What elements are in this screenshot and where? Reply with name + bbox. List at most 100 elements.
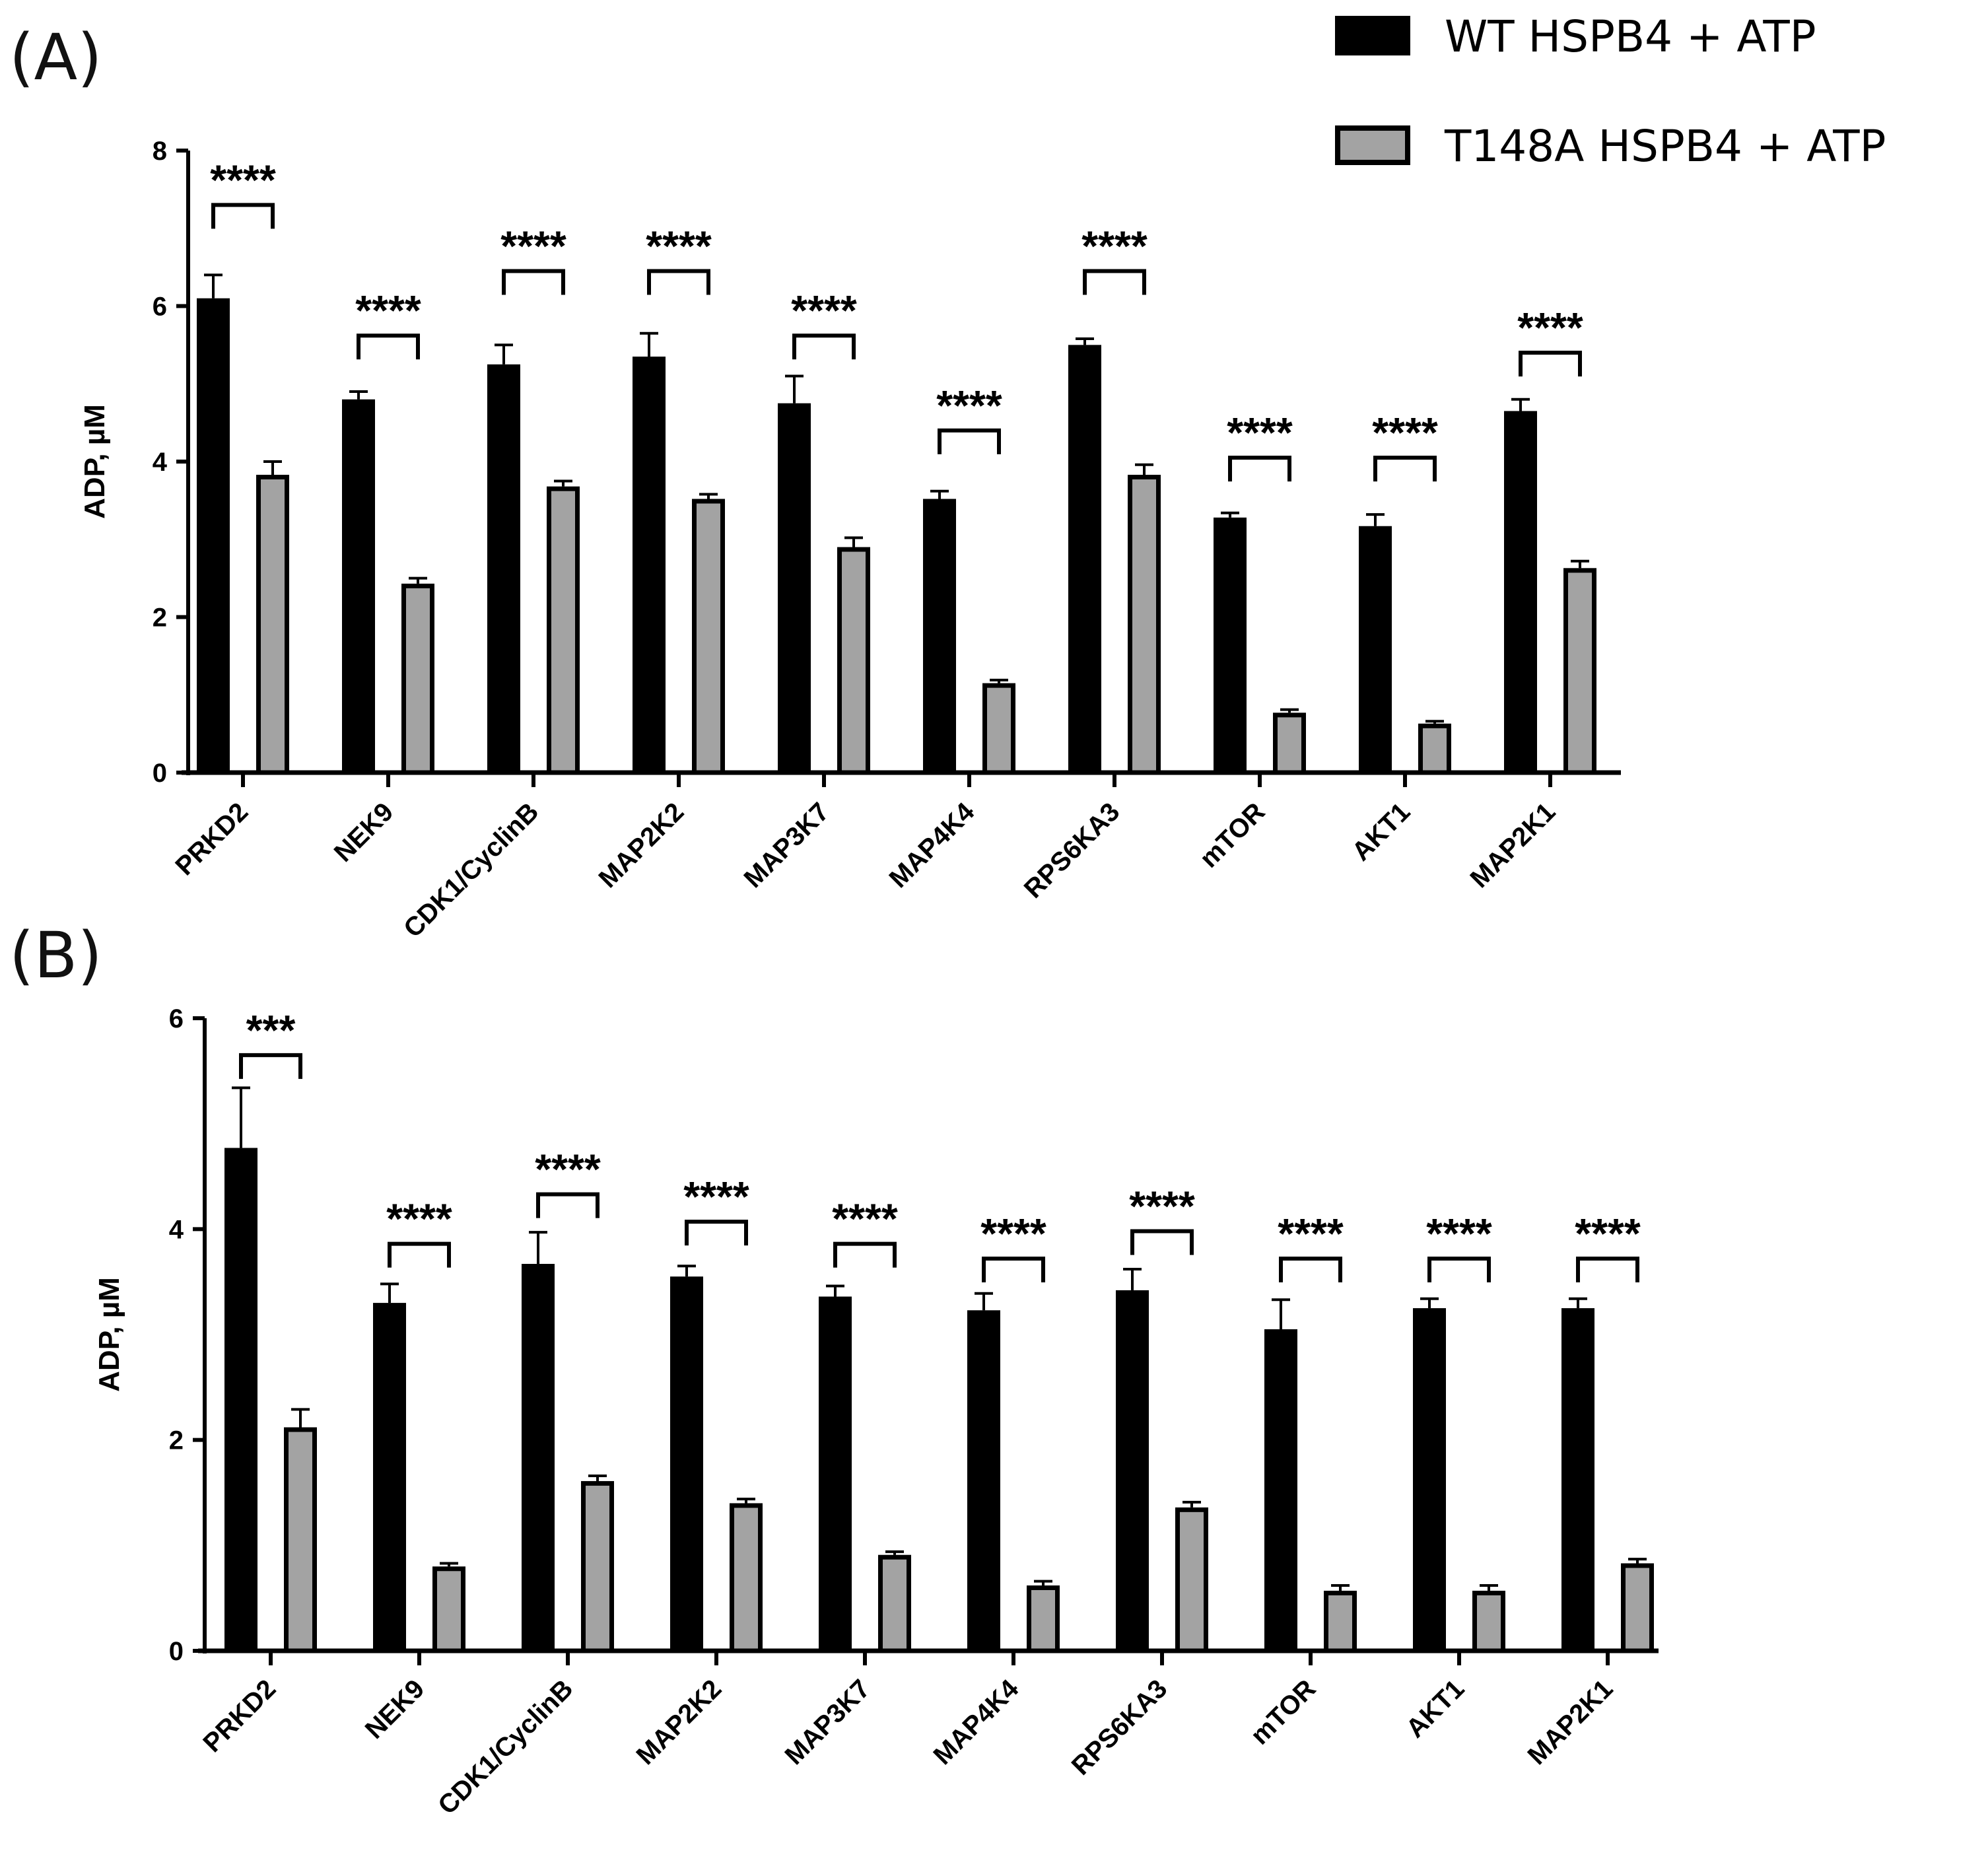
panel-b-bar-t148a xyxy=(878,1554,911,1653)
panel-a-bar-t148a xyxy=(1418,723,1451,775)
panel-a-bar-wt xyxy=(487,364,520,773)
panel-b-significance-bracket xyxy=(388,1241,451,1268)
panel-a-significance-bracket xyxy=(1373,456,1437,482)
panel-b-significance-bracket xyxy=(982,1257,1045,1283)
panel-b-bar-t148a xyxy=(581,1480,614,1653)
legend-label-wt: WT HSPB4 + ATP xyxy=(1445,11,1816,62)
panel-b-bar-wt xyxy=(1413,1308,1446,1651)
panel-a-bar-wt xyxy=(1068,345,1101,773)
panel-b-significance-label: *** xyxy=(246,1006,296,1054)
panel-a-bar-wt xyxy=(633,357,666,773)
panel-a-significance-label: **** xyxy=(500,223,566,270)
panel-b-significance-bracket xyxy=(1576,1257,1639,1283)
panel-a-significance-label: **** xyxy=(355,287,421,334)
panel-b-bar-wt xyxy=(819,1296,852,1651)
panel-a-category-label: MAP3K7 xyxy=(739,797,835,893)
panel-a-significance-bracket xyxy=(647,269,710,295)
panel-a-significance-label: **** xyxy=(791,287,857,334)
panel-b-bar-wt xyxy=(1561,1308,1594,1651)
panel-a-significance-bracket xyxy=(357,333,420,360)
panel-a-bar-t148a xyxy=(256,475,289,775)
panel-b-y-tick-label: 2 xyxy=(169,1426,184,1455)
panel-b-category-label: AKT1 xyxy=(1400,1674,1470,1743)
panel-a-y-tick-label: 0 xyxy=(153,759,167,788)
panel-b-bar-wt xyxy=(670,1276,703,1651)
panel-b-significance-label: **** xyxy=(386,1195,452,1243)
legend-label-t148a: T148A HSPB4 + ATP xyxy=(1444,121,1886,172)
panel-b-bar-t148a xyxy=(1175,1507,1208,1653)
panel-b-bar-wt xyxy=(224,1148,257,1651)
panel-b-significance-bracket xyxy=(1279,1257,1342,1283)
panel-a-significance-label: **** xyxy=(936,382,1002,429)
panel-b-bar-t148a xyxy=(432,1566,465,1653)
panel-b-significance-bracket xyxy=(1130,1229,1194,1255)
panel-a-significance-label: **** xyxy=(1081,223,1148,270)
panel-a-significance-bracket xyxy=(1519,351,1582,377)
panel-b-significance-label: **** xyxy=(683,1173,749,1220)
panel-a-significance-bracket xyxy=(1083,269,1146,295)
panel-a-significance-bracket xyxy=(792,333,856,360)
panel-b-category-label: MAP2K2 xyxy=(631,1674,728,1770)
panel-b-bar-wt xyxy=(1264,1329,1297,1651)
panel-b-category-label: MAP4K4 xyxy=(928,1674,1025,1770)
panel-a-category-label: mTOR xyxy=(1194,797,1271,874)
panel-a-bar-t148a xyxy=(837,547,870,775)
panel-a-bar-t148a xyxy=(1128,475,1161,775)
panel-b-significance-label: **** xyxy=(1278,1210,1344,1257)
panel-a-bar-wt xyxy=(1214,517,1247,773)
panel-a-significance-bracket xyxy=(938,428,1001,454)
panel-a-bar-t148a xyxy=(1563,568,1596,775)
panel-b-category-label: CDK1/CyclinB xyxy=(432,1674,578,1820)
panel-a-significance-bracket xyxy=(211,203,275,229)
panel-b-bar-wt xyxy=(522,1264,555,1651)
panel-b-bar-t148a xyxy=(284,1427,317,1653)
panel-a-category-label: RPS6KA3 xyxy=(1019,797,1126,904)
panel-b-category-label: MAP3K7 xyxy=(780,1674,876,1770)
panel-b-significance-bracket xyxy=(1427,1257,1491,1283)
panel-a-category-label: NEK9 xyxy=(329,797,399,868)
panel-a-significance-label: **** xyxy=(1372,409,1438,456)
panel-b-significance-label: **** xyxy=(980,1210,1046,1257)
panel-a-bar-wt xyxy=(197,298,230,773)
panel-a-bar-t148a xyxy=(692,499,725,775)
panel-b-label: (B) xyxy=(9,919,102,992)
panel-b-bar-wt xyxy=(967,1310,1000,1651)
panel-a-category-label: MAP2K2 xyxy=(594,797,690,893)
panel-b-significance-label: **** xyxy=(1426,1210,1492,1257)
legend: WT HSPB4 + ATP T148A HSPB4 + ATP xyxy=(1335,11,1886,172)
panel-b-bar-t148a xyxy=(1621,1563,1654,1653)
panel-b-bar-wt xyxy=(373,1303,406,1651)
panel-a-bar-t148a xyxy=(1273,712,1306,775)
panel-b-bar-t148a xyxy=(1324,1590,1357,1653)
panel-b-y-axis-title: ADP, µM xyxy=(93,1277,125,1392)
panel-a-category-label: AKT1 xyxy=(1346,797,1416,866)
panel-b-category-label: mTOR xyxy=(1245,1674,1322,1751)
panel-a-y-tick-label: 8 xyxy=(153,137,167,166)
panel-a-bar-t148a xyxy=(401,583,434,775)
panel-a-significance-bracket xyxy=(502,269,565,295)
panel-a-y-axis-title: ADP, µM xyxy=(79,404,111,519)
panel-a-category-label: PRKD2 xyxy=(170,797,254,881)
panel-a-significance-label: **** xyxy=(1517,304,1583,351)
panel-a-bar-wt xyxy=(923,499,956,773)
panel-b-category-label: RPS6KA3 xyxy=(1066,1674,1173,1781)
panel-b-significance-bracket xyxy=(536,1192,600,1218)
panel-a-significance-label: **** xyxy=(646,223,712,270)
panel-a-significance-label: **** xyxy=(1227,409,1293,456)
panel-a-bar-t148a xyxy=(982,683,1015,775)
panel-b-category-label: NEK9 xyxy=(360,1674,430,1745)
panel-a-bar-wt xyxy=(342,399,375,773)
panel-a-category-label: MAP2K1 xyxy=(1465,797,1561,893)
panel-b-significance-label: **** xyxy=(535,1146,601,1193)
panel-a-y-tick-label: 2 xyxy=(153,604,167,633)
panel-a-bar-t148a xyxy=(547,486,580,775)
panel-b-category-label: MAP2K1 xyxy=(1523,1674,1619,1770)
panel-b-significance-bracket xyxy=(239,1053,302,1079)
panel-a-y-tick-label: 4 xyxy=(153,448,168,477)
panel-b-bar-t148a xyxy=(1472,1590,1505,1653)
panel-a-bar-wt xyxy=(1504,411,1537,773)
panel-a-label: (A) xyxy=(9,20,102,94)
panel-a-category-label: MAP4K4 xyxy=(884,797,980,893)
panel-a-significance-bracket xyxy=(1228,456,1291,482)
